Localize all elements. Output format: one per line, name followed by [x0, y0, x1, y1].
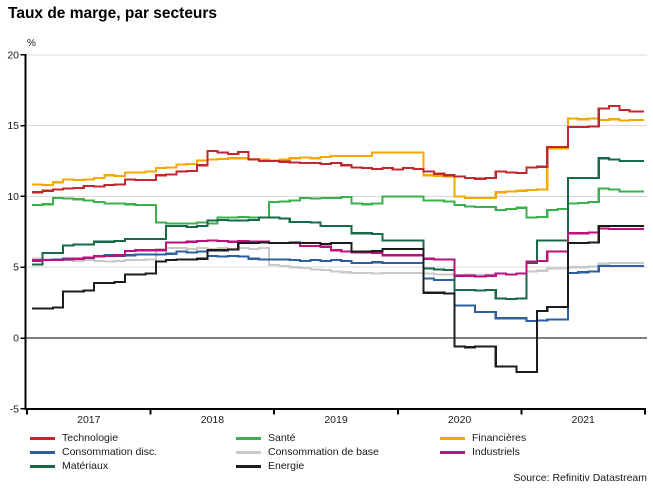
- legend-column-2: Santé Consommation de base Energie: [236, 433, 379, 472]
- technologie-line-swatch: [30, 437, 55, 440]
- legend-item-materiaux: Matériaux: [30, 461, 157, 472]
- y-axis-tick-label: 20: [7, 49, 19, 61]
- legend-item-technologie: Technologie: [30, 433, 157, 444]
- legend-label: Consommation de base: [268, 446, 379, 458]
- energie-line-swatch: [236, 465, 261, 468]
- industriels-line-swatch: [440, 451, 465, 454]
- legend-label: Energie: [268, 460, 305, 472]
- materiaux-line-swatch: [30, 465, 55, 468]
- x-axis-year-label: 2019: [324, 414, 348, 426]
- y-axis-tick-label: 5: [13, 262, 19, 274]
- series-line-energie: [32, 225, 644, 374]
- y-axis-tick-label: 10: [7, 191, 19, 203]
- legend-label: Technologie: [62, 432, 119, 444]
- legend-item-industriels: Industriels: [440, 447, 526, 458]
- legend-item-energie: Energie: [236, 461, 379, 472]
- legend-item-consommation-de-base: Consommation de base: [236, 447, 379, 458]
- series-line-technologie: [32, 104, 644, 194]
- legend-label: Consommation disc.: [62, 446, 158, 458]
- legend-label: Financières: [472, 432, 527, 444]
- y-axis-tick-label: -5: [10, 403, 19, 415]
- series-line-mat-riaux: [32, 157, 644, 301]
- y-axis-unit-label: %: [27, 38, 36, 49]
- series-line-consommation-de-base: [32, 247, 644, 277]
- consommation-de-base-line-swatch: [236, 451, 261, 454]
- series-line-financi-res: [32, 117, 644, 199]
- legend-column-3: Financières Industriels: [440, 433, 526, 458]
- x-axis-year-label: 2017: [77, 414, 101, 426]
- legend-item-consommation-disc: Consommation disc.: [30, 447, 157, 458]
- y-axis-tick-label: 15: [7, 120, 19, 132]
- chart-title: Taux de marge, par secteurs: [8, 5, 218, 22]
- x-axis-year-label: 2018: [201, 414, 225, 426]
- legend-label: Matériaux: [62, 460, 109, 472]
- legend-item-sante: Santé: [236, 433, 379, 444]
- legend-label: Industriels: [472, 446, 520, 458]
- series-line-sant-: [32, 187, 644, 225]
- source-label: Source: Refinitiv Datastream: [513, 472, 647, 484]
- series-line-consommation-disc-: [32, 250, 644, 323]
- consommation-disc-line-swatch: [30, 451, 55, 454]
- sante-line-swatch: [236, 437, 261, 440]
- legend-item-financieres: Financières: [440, 433, 526, 444]
- financieres-line-swatch: [440, 437, 465, 440]
- x-axis-year-label: 2020: [448, 414, 472, 426]
- y-axis-tick-label: 0: [13, 333, 19, 345]
- legend-label: Santé: [268, 432, 296, 444]
- legend-column-1: Technologie Consommation disc. Matériaux: [30, 433, 157, 472]
- x-axis-year-label: 2021: [572, 414, 596, 426]
- plot-svg: -5 0 5 10 15 20% 2017 2018 2019 2020 2021: [7, 38, 647, 426]
- series-line-industriels: [32, 227, 644, 278]
